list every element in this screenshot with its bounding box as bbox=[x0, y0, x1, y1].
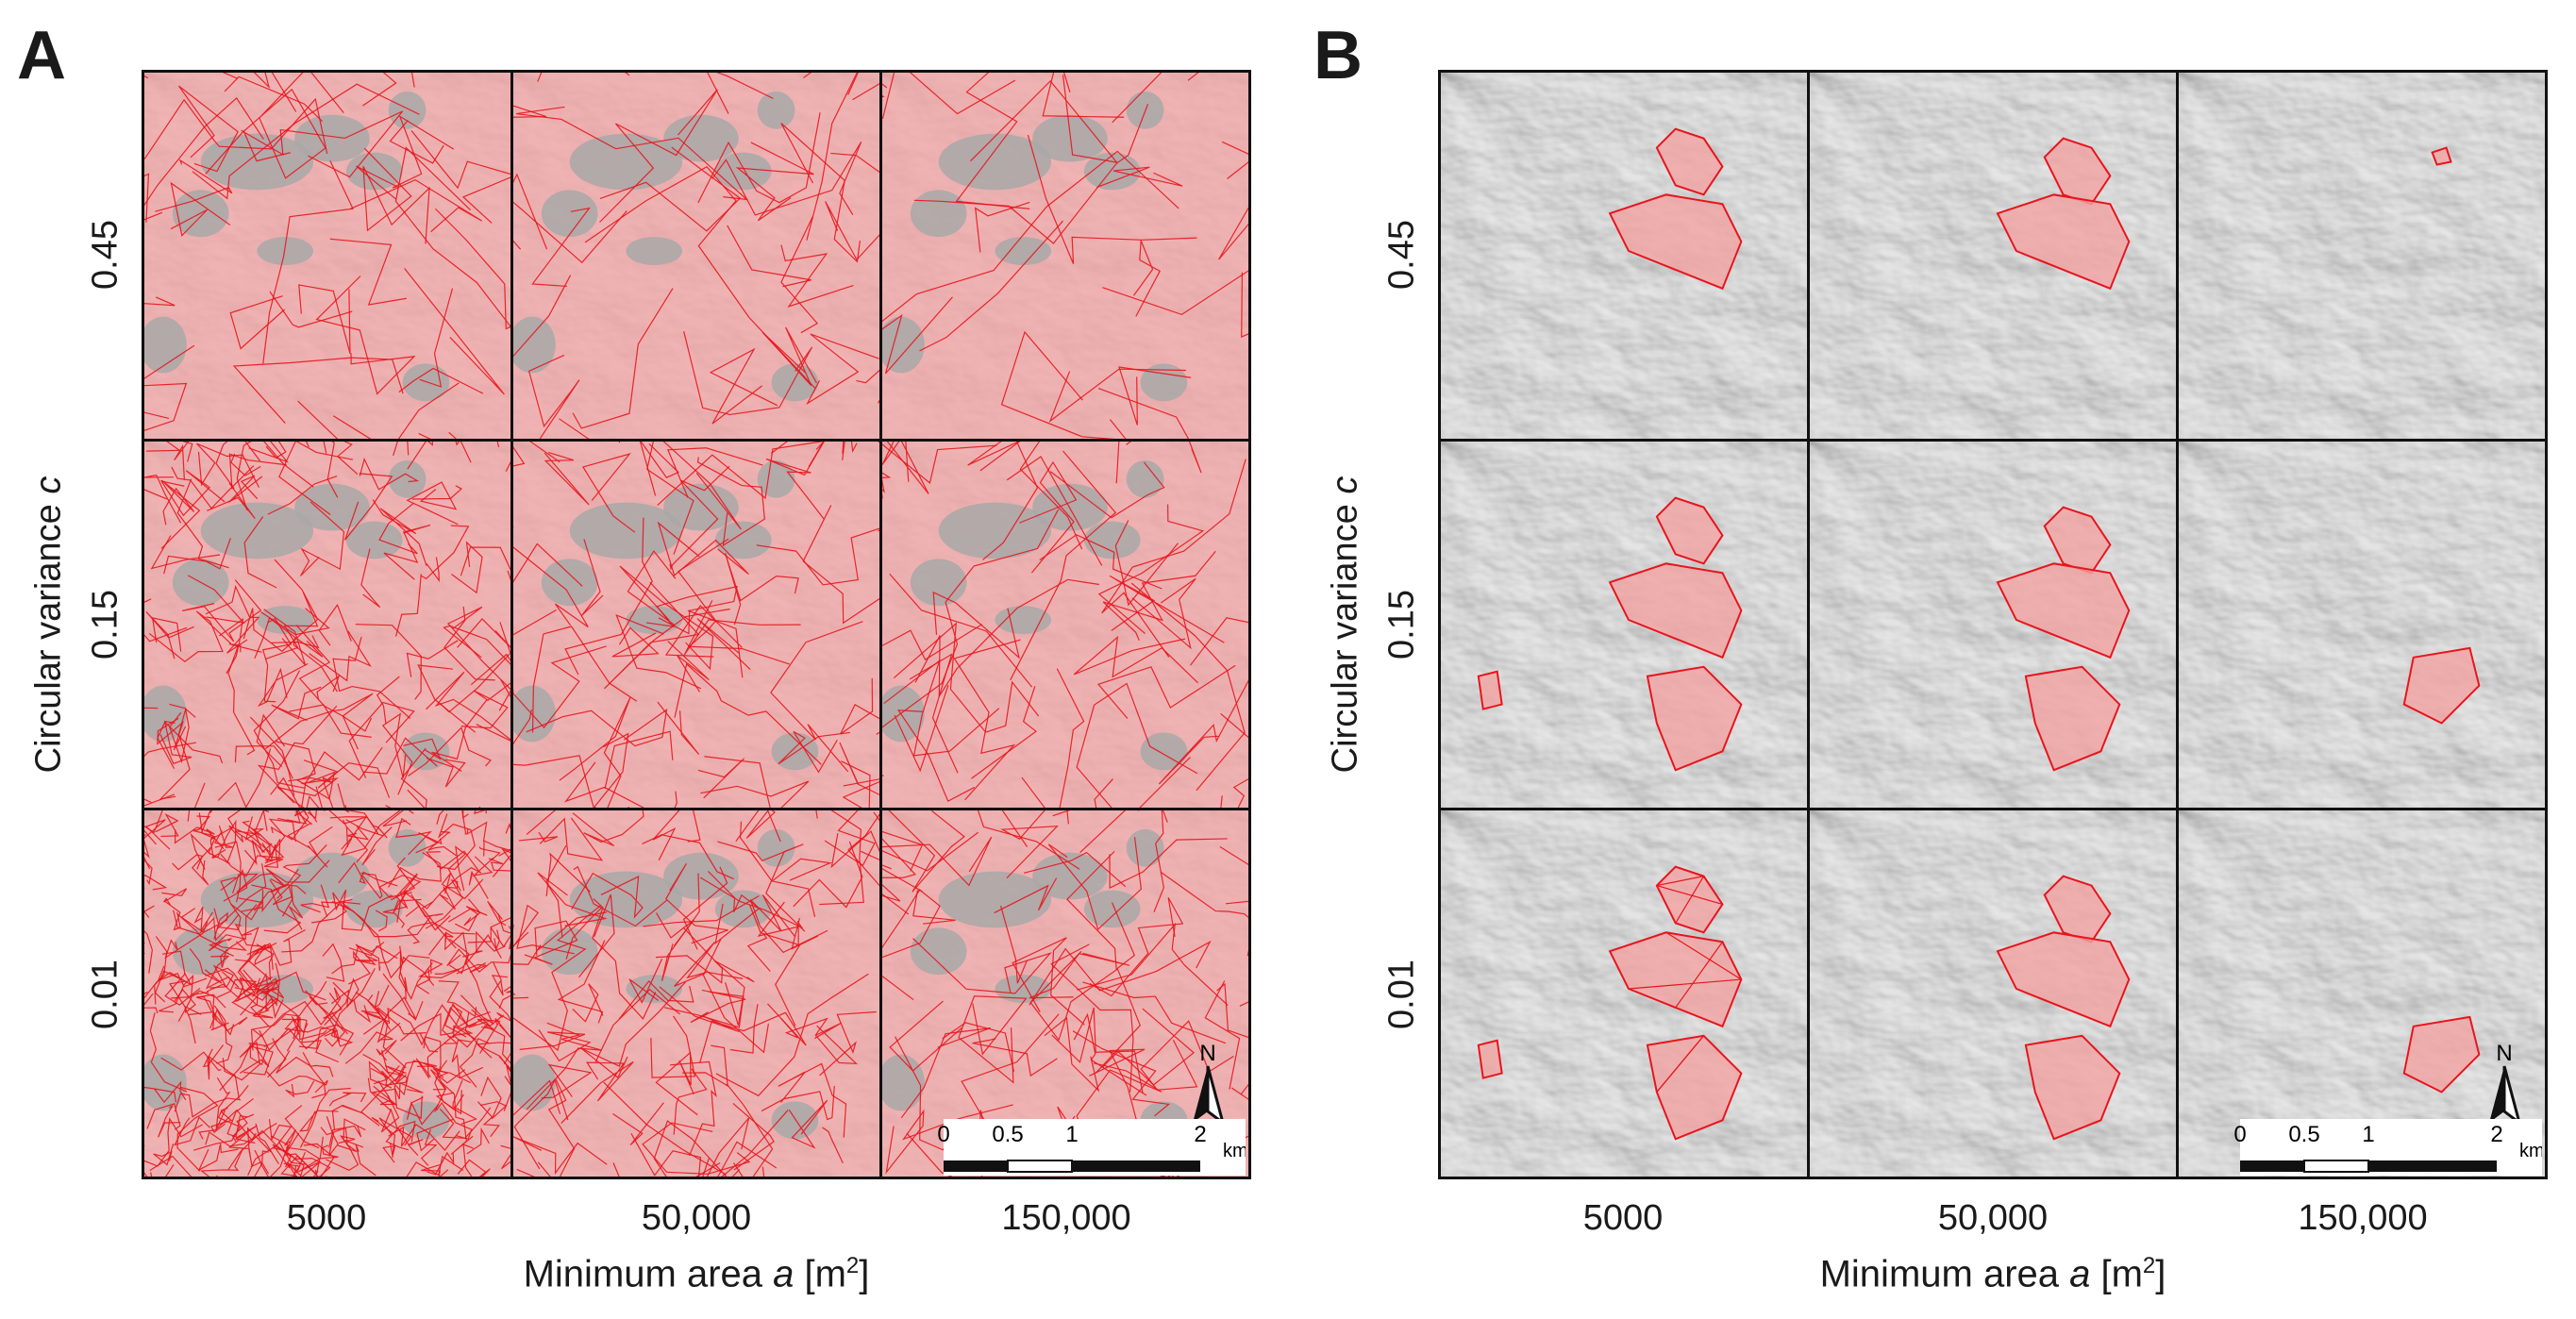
scale-bar: 0 0.5 1 2 km bbox=[937, 1119, 1246, 1176]
map-cell-a-r0-c2 bbox=[882, 73, 1248, 439]
y-axis-label-a: Circular variance c bbox=[28, 476, 69, 774]
panel-b-grid bbox=[1438, 70, 2548, 1179]
svg-text:0.5: 0.5 bbox=[2288, 1122, 2319, 1147]
y-tick-a-1: 0.15 bbox=[85, 590, 125, 660]
map-cell-a-r1-c0 bbox=[144, 442, 510, 808]
svg-text:1: 1 bbox=[2362, 1122, 2374, 1147]
x-tick-b-1: 50,000 bbox=[1937, 1198, 2049, 1238]
panel-a-grid bbox=[142, 70, 1251, 1179]
svg-text:N: N bbox=[1199, 1041, 1215, 1066]
y-tick-b-2: 0.01 bbox=[1381, 960, 1422, 1029]
svg-text:0: 0 bbox=[937, 1122, 949, 1147]
svg-text:0.5: 0.5 bbox=[992, 1122, 1023, 1147]
scale-bar: 0 0.5 1 2 km bbox=[2233, 1119, 2542, 1176]
map-cell-a-r1-c1 bbox=[513, 442, 879, 808]
x-axis-label-b: Minimum area a [m2] bbox=[1819, 1253, 2166, 1295]
map-cell-a-r2-c1 bbox=[513, 810, 879, 1177]
panel-letter-b: B bbox=[1313, 18, 1363, 93]
y-axis-label-b: Circular variance c bbox=[1325, 476, 1365, 774]
map-cell-b-r2-c2 bbox=[2179, 810, 2545, 1177]
svg-text:km: km bbox=[2519, 1141, 2542, 1161]
x-tick-a-1: 50,000 bbox=[641, 1198, 752, 1238]
north-arrow-icon: N bbox=[2489, 1041, 2522, 1127]
svg-text:N: N bbox=[2496, 1041, 2512, 1066]
x-tick-b-0: 5000 bbox=[1582, 1198, 1664, 1238]
y-tick-b-0: 0.45 bbox=[1381, 220, 1422, 290]
map-cell-b-r0-c1 bbox=[1810, 73, 2176, 439]
svg-text:0: 0 bbox=[2233, 1122, 2246, 1147]
svg-text:2: 2 bbox=[1194, 1122, 1206, 1147]
map-cell-b-r0-c0 bbox=[1441, 73, 1807, 439]
y-tick-a-2: 0.01 bbox=[85, 960, 125, 1029]
panel-letter-a: A bbox=[17, 18, 66, 93]
map-cell-b-r1-c2 bbox=[2179, 442, 2545, 808]
north-arrow-icon: N bbox=[1193, 1041, 1226, 1127]
map-cell-a-r0-c0 bbox=[144, 73, 510, 439]
svg-text:1: 1 bbox=[1065, 1122, 1078, 1147]
x-tick-b-2: 150,000 bbox=[2298, 1198, 2428, 1238]
svg-text:2: 2 bbox=[2490, 1122, 2502, 1147]
map-cell-b-r1-c0 bbox=[1441, 442, 1807, 808]
map-cell-b-r2-c0 bbox=[1441, 810, 1807, 1177]
map-cell-a-r2-c0 bbox=[144, 810, 510, 1177]
map-cell-a-r1-c2 bbox=[882, 442, 1248, 808]
map-cell-b-r0-c2 bbox=[2179, 73, 2545, 439]
map-cell-b-r2-c1 bbox=[1810, 810, 2176, 1177]
x-axis-label-a: Minimum area a [m2] bbox=[523, 1253, 870, 1295]
y-tick-a-0: 0.45 bbox=[85, 220, 125, 290]
svg-text:km: km bbox=[1223, 1141, 1246, 1161]
map-cell-a-r0-c1 bbox=[513, 73, 879, 439]
x-tick-a-0: 5000 bbox=[286, 1198, 367, 1238]
x-tick-a-2: 150,000 bbox=[1001, 1198, 1131, 1238]
y-tick-b-1: 0.15 bbox=[1381, 590, 1422, 660]
map-cell-a-r2-c2 bbox=[882, 810, 1248, 1177]
map-cell-b-r1-c1 bbox=[1810, 442, 2176, 808]
